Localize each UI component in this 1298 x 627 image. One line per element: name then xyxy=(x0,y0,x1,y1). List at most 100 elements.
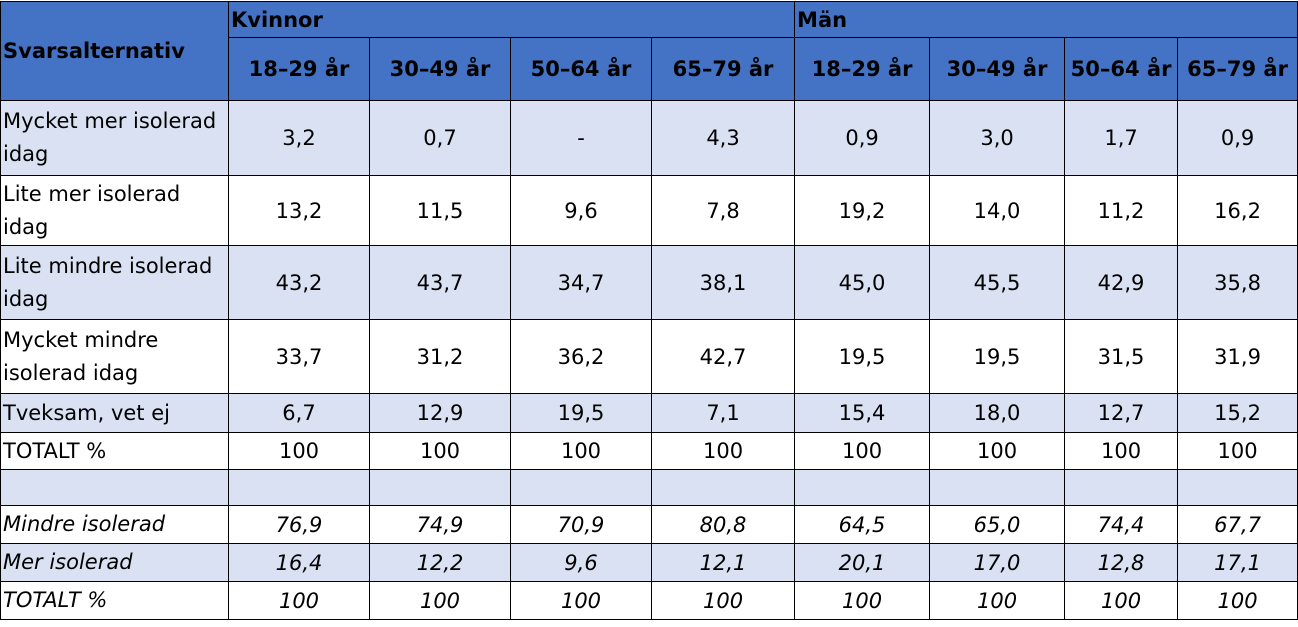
empty-cell xyxy=(929,469,1066,506)
cell: 35,8 xyxy=(1177,245,1298,320)
cell: 100 xyxy=(650,432,796,470)
cell: 9,6 xyxy=(510,175,652,246)
column-header: 50–64 år xyxy=(510,37,652,101)
column-header: 65–79 år xyxy=(650,37,796,101)
cell: 76,9 xyxy=(228,505,370,544)
cell: 100 xyxy=(510,581,652,620)
cell: 100 xyxy=(1177,432,1298,470)
cell: 11,5 xyxy=(369,175,511,246)
cell: 100 xyxy=(228,581,370,620)
cell: 34,7 xyxy=(510,245,652,320)
table-body: Mycket mer isolerad idag 3,2 0,7-4,3 0,9 3,0… xyxy=(0,100,1298,620)
column-header: 30–49 år xyxy=(929,37,1066,101)
spacer-row xyxy=(0,469,1298,506)
cell: 7,8 xyxy=(650,175,796,246)
cell: 65,0 xyxy=(929,505,1066,544)
cell: 100 xyxy=(650,581,796,620)
row-label: Lite mer isolerad idag xyxy=(0,175,229,246)
table-row: Mer isolerad 16,4 12,2 9,6 12,1 20,1 17,0 12,8 1… xyxy=(0,543,1298,582)
cell: 100 xyxy=(794,432,931,470)
row-label: Mindre isolerad xyxy=(0,505,229,544)
table-row: Tveksam, vet ej 6,7 12,9 19,5 7,1 15,4 18,0 12,… xyxy=(0,393,1298,433)
cell: 15,2 xyxy=(1177,393,1298,433)
empty-cell xyxy=(794,469,931,506)
table-row: TOTALT % 100 100 100 100 100 100 100 100 xyxy=(0,581,1298,620)
column-header: 18–29 år xyxy=(228,37,370,101)
cell: 31,5 xyxy=(1064,319,1179,394)
empty-cell xyxy=(228,469,370,506)
cell: 13,2 xyxy=(228,175,370,246)
cell: 42,7 xyxy=(650,319,796,394)
table-row: Lite mindre isolerad idag 43,2 43,7 34,7 38,… xyxy=(0,245,1298,320)
cell: 12,7 xyxy=(1064,393,1179,433)
table-row: Lite mer isolerad idag 13,2 11,5 9,6 7,8 19,2… xyxy=(0,175,1298,246)
cell: 19,2 xyxy=(794,175,931,246)
cell: 64,5 xyxy=(794,505,931,544)
cell: 100 xyxy=(369,432,511,470)
cell: 4,3 xyxy=(650,100,796,176)
cell: 12,1 xyxy=(650,543,796,582)
cell: 15,4 xyxy=(794,393,931,433)
row-label: TOTALT % xyxy=(0,581,229,620)
cell: 19,5 xyxy=(794,319,931,394)
empty-cell xyxy=(650,469,796,506)
column-header: 30–49 år xyxy=(369,37,511,101)
cell: 100 xyxy=(369,581,511,620)
column-header: 18–29 år xyxy=(794,37,931,101)
table-row: Mycket mindre isolerad idag 33,7 31,2 36,2 4… xyxy=(0,319,1298,394)
cell: 100 xyxy=(1064,432,1179,470)
cell: 12,8 xyxy=(1064,543,1179,582)
cell: 9,6 xyxy=(510,543,652,582)
cell: 38,1 xyxy=(650,245,796,320)
cell: 45,0 xyxy=(794,245,931,320)
cell: 80,8 xyxy=(650,505,796,544)
cell: 20,1 xyxy=(794,543,931,582)
cell: 16,2 xyxy=(1177,175,1298,246)
cell: 16,4 xyxy=(228,543,370,582)
cell: 12,2 xyxy=(369,543,511,582)
cell: 3,2 xyxy=(228,100,370,176)
group-header: Kvinnor xyxy=(227,1,796,38)
cell: 74,9 xyxy=(369,505,511,544)
row-label: TOTALT % xyxy=(0,432,229,470)
column-header-row: 18–29 år 30–49 år 50–64 år 65–79 år 18–29 år… xyxy=(1,37,1298,101)
row-label: Mer isolerad xyxy=(0,543,229,582)
cell: 74,4 xyxy=(1064,505,1179,544)
cell: 14,0 xyxy=(929,175,1066,246)
cell: 0,7 xyxy=(369,100,511,176)
row-label: Mycket mindre isolerad idag xyxy=(0,319,229,394)
row-label: Mycket mer isolerad idag xyxy=(0,100,229,176)
cell: 100 xyxy=(1177,581,1298,620)
cell: 19,5 xyxy=(929,319,1066,394)
cell: 100 xyxy=(1064,581,1179,620)
cell: 45,5 xyxy=(929,245,1066,320)
cell: 43,7 xyxy=(369,245,511,320)
group-header: Män xyxy=(794,1,1298,38)
cell: 7,1 xyxy=(650,393,796,433)
empty-cell xyxy=(510,469,652,506)
cell: 0,9 xyxy=(1177,100,1298,176)
empty-cell xyxy=(1064,469,1179,506)
cell: 100 xyxy=(929,432,1066,470)
row-header: Svarsalternativ xyxy=(0,1,229,101)
cell: 33,7 xyxy=(228,319,370,394)
cell: 36,2 xyxy=(510,319,652,394)
cell: 100 xyxy=(228,432,370,470)
table-row: TOTALT % 100 100 100 100 100 100 100 100 xyxy=(0,432,1298,470)
cell: 3,0 xyxy=(929,100,1066,176)
empty-cell xyxy=(369,469,511,506)
cell: 100 xyxy=(794,581,931,620)
cell: 18,0 xyxy=(929,393,1066,433)
cell: 31,9 xyxy=(1177,319,1298,394)
cell: 70,9 xyxy=(510,505,652,544)
table-row: Mycket mer isolerad idag 3,2 0,7-4,3 0,9 3,0… xyxy=(0,100,1298,176)
cell: 17,1 xyxy=(1177,543,1298,582)
cell: 42,9 xyxy=(1064,245,1179,320)
cell: 11,2 xyxy=(1064,175,1179,246)
column-header: 50–64 år xyxy=(1064,37,1179,101)
empty-cell xyxy=(1177,469,1298,506)
cell: 6,7 xyxy=(228,393,370,433)
row-label: Lite mindre isolerad idag xyxy=(0,245,229,320)
